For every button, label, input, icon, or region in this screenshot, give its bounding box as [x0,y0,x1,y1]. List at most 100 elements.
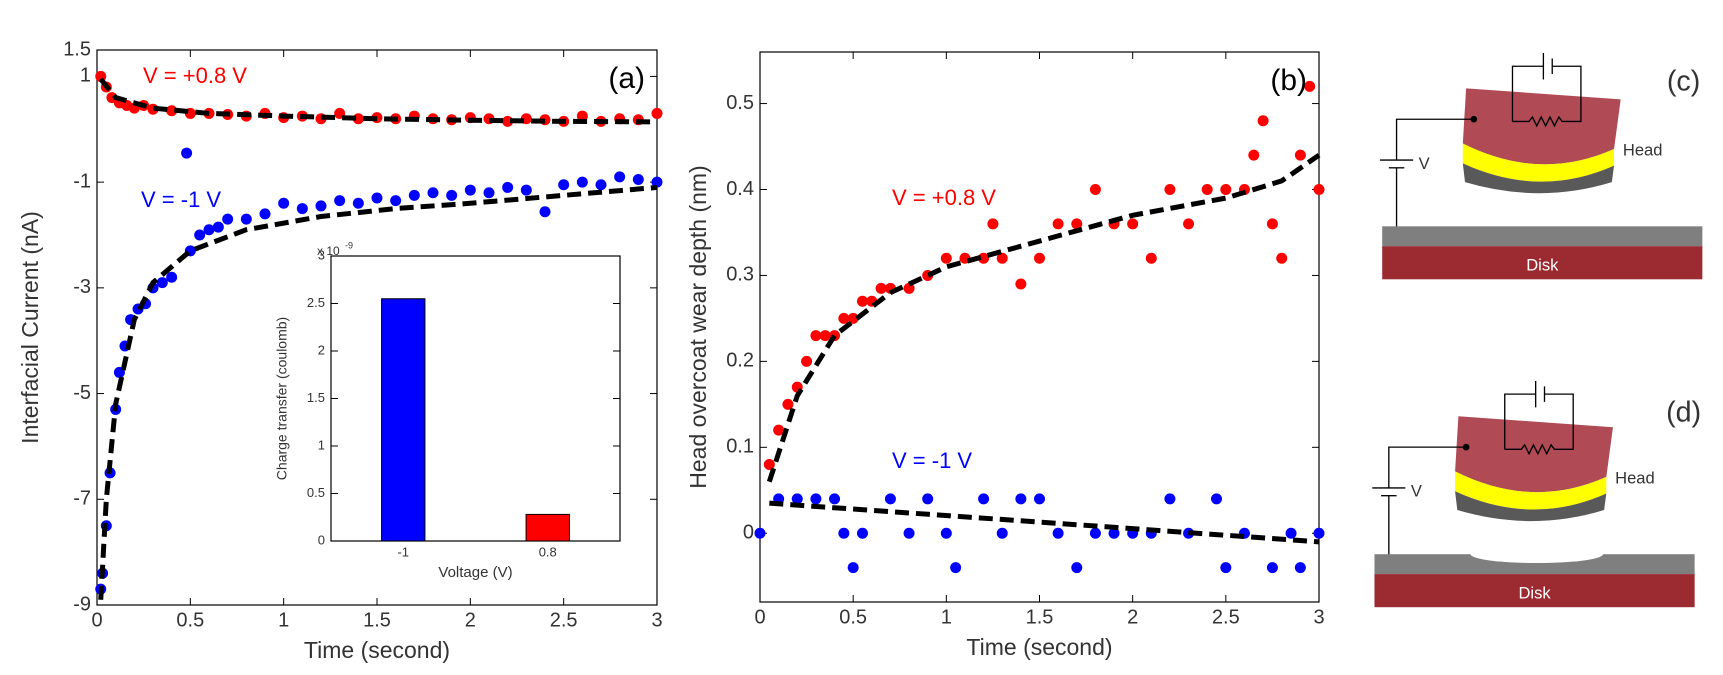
data-point [763,459,775,470]
data-point [996,527,1008,539]
data-point [1071,218,1083,230]
data-point [940,527,952,539]
data-point [1294,562,1306,574]
data-point [1164,184,1176,195]
data-point [838,312,850,324]
data-point [390,195,402,207]
y-tick-label: 0.3 [726,264,754,286]
x-tick-label: 0.5 [176,609,204,631]
data-point [1201,184,1213,195]
y-tick-label: 2.5 [307,295,325,310]
y-tick-label: 0.1 [726,436,754,458]
data-point [1015,493,1027,505]
data-point [371,192,383,204]
data-point [810,493,822,505]
x-tick-label: 2 [465,609,476,631]
data-point [240,213,252,225]
panel-label: (a) [608,62,645,95]
annotation: V = -1 V [141,187,221,212]
x-tick-label: -1 [397,544,409,559]
data-point [1220,184,1232,195]
data-point [1248,149,1260,161]
disk-layer [1374,554,1695,575]
y-tick-label: 1 [318,437,325,452]
data-point [278,197,290,209]
y-tick-label: 3 [318,247,325,262]
data-point [1211,493,1223,505]
data-point [1266,562,1278,574]
x-tick-label: 1 [941,606,952,628]
data-point [1015,278,1027,290]
y-tick-label: 0 [743,522,754,544]
y-tick-label: 1.5 [63,38,91,60]
data-point [903,282,915,294]
data-point [1108,527,1120,539]
data-point [996,252,1008,264]
data-point [1313,527,1325,539]
wear-dent [1470,545,1604,564]
data-point [1183,218,1195,230]
data-point [1052,527,1064,539]
data-point [922,493,934,505]
data-point [651,107,663,119]
data-point [1089,527,1101,539]
contact [1462,443,1470,451]
y-tick-label: 1 [80,65,91,87]
data-point [576,110,588,122]
y-tick-label: 0.5 [307,485,325,500]
x-tick-label: 3 [1313,606,1324,628]
contact [1470,115,1478,123]
panel-label: (c) [1667,65,1700,97]
x-tick-label: 0 [91,609,102,631]
data-point [1285,527,1297,539]
data-point [875,282,887,294]
data-point [856,295,868,307]
head [1462,88,1621,165]
head-label: Head [1623,141,1663,160]
y-tick-label: -3 [73,276,91,298]
voltage-label: V [1419,154,1430,173]
data-point [1220,562,1232,574]
y-axis-label: Interfacial Current (nA) [17,211,43,444]
x-tick-label: 1 [278,609,289,631]
y-axis-label: Charge transfer (coulomb) [274,317,290,480]
data-point [1127,218,1139,230]
data-point [838,527,850,539]
x-tick-label: 2.5 [550,609,578,631]
data-point [352,197,364,209]
bar [525,513,570,542]
x-tick-label: 0 [754,606,765,628]
data-point [773,424,785,436]
voltage-label: V [1411,482,1422,501]
data-point [259,208,271,220]
data-point [801,355,813,367]
data-point [614,171,626,183]
data-point [754,527,766,539]
fit-line [766,153,1321,483]
data-point [1034,252,1045,264]
data-point [987,218,999,230]
data-point [950,562,962,574]
data-point [181,147,193,159]
disk-label: Disk [1518,583,1551,602]
fit-line [98,77,658,125]
y-tick-label: 0 [318,532,325,547]
data-point [539,206,551,218]
data-point [978,493,990,505]
data-point [446,189,458,201]
y-axis-label: Head overcoat wear depth (nm) [685,165,711,488]
data-point [166,105,178,117]
data-point [194,229,206,241]
data-point [810,330,822,342]
diagram-d: (d) V Head Disk [1372,380,1701,608]
data-point [1294,149,1306,161]
panel-label: (d) [1666,397,1701,429]
plot-area [330,255,621,542]
data-point [166,271,178,283]
data-point [558,179,570,191]
data-point [595,179,607,191]
x-tick-label: 0.5 [839,606,867,628]
y-tick-label: 0.5 [726,92,754,114]
x-tick-label: 2.5 [1212,606,1240,628]
data-point [1304,80,1316,92]
